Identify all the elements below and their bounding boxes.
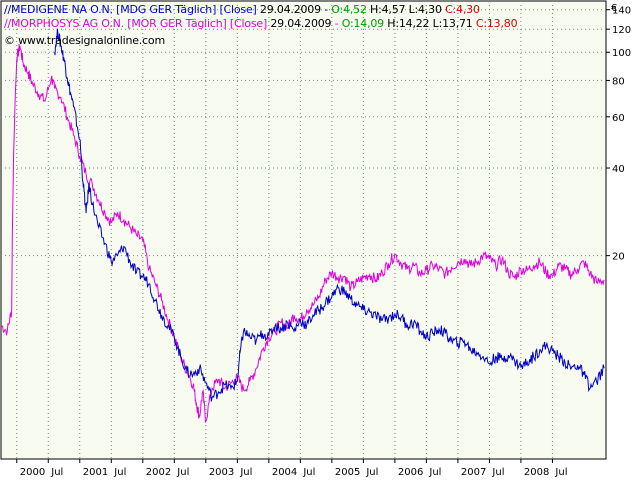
x-tick-label: Jul bbox=[491, 467, 504, 478]
x-tick-label: 2003 bbox=[209, 467, 234, 478]
y-tick-label: 80 bbox=[612, 76, 625, 87]
y-tick-label: 20 bbox=[612, 252, 625, 263]
legend-item-medigene: ∕∕MEDIGENE NA O.N. [MDG GER Täglich] [Cl… bbox=[4, 3, 480, 16]
legend-item-morphosys: ∕∕MORPHOSYS AG O.N. [MOR GER Täglich] [C… bbox=[4, 17, 518, 30]
legend-open: O:14,09 bbox=[341, 17, 384, 30]
legend-close: C:13,80 bbox=[475, 17, 518, 30]
x-axis: 2000 Jul 2001 Jul 2002 Jul 2003 Jul 2004 Jul 2005 J… bbox=[16, 459, 568, 478]
legend-high: H:14,22 bbox=[387, 17, 430, 30]
legend-open: O:4,52 bbox=[331, 3, 367, 16]
series-line-morphosys bbox=[0, 43, 605, 424]
x-tick-label: 2004 bbox=[272, 467, 297, 478]
x-tick-label: 2002 bbox=[146, 467, 171, 478]
y-tick-label: 100 bbox=[612, 48, 631, 59]
legend-date: 29.04.2009 bbox=[259, 3, 321, 16]
legend-date: 29.04.2009 bbox=[270, 17, 332, 30]
line-glyph-icon: ∕∕ bbox=[4, 17, 12, 30]
y-tick-label: 140 bbox=[612, 6, 631, 17]
legend-low: L:13,71 bbox=[432, 17, 473, 30]
x-tick-label: Jul bbox=[554, 467, 567, 478]
x-tick-label: 2001 bbox=[83, 467, 108, 478]
x-tick-label: Jul bbox=[239, 467, 252, 478]
x-tick-label: 2000 bbox=[20, 467, 45, 478]
legend-close: C:4,30 bbox=[445, 3, 480, 16]
series-line-medigene bbox=[54, 28, 605, 402]
legend-low: L:4,30 bbox=[408, 3, 442, 16]
x-tick-label: Jul bbox=[113, 467, 126, 478]
grid-lines bbox=[1, 1, 606, 459]
x-tick-label: 2007 bbox=[461, 467, 486, 478]
x-tick-label: 2008 bbox=[524, 467, 549, 478]
line-glyph-icon: ∕∕ bbox=[4, 3, 12, 16]
x-tick-label: Jul bbox=[176, 467, 189, 478]
y-tick-label: 40 bbox=[612, 164, 625, 175]
y-tick-label: 120 bbox=[612, 25, 631, 36]
x-tick-label: Jul bbox=[365, 467, 378, 478]
x-tick-label: Jul bbox=[50, 467, 63, 478]
x-tick-label: Jul bbox=[302, 467, 315, 478]
y-axis: 20 40 60 80 100 120 140 bbox=[606, 6, 631, 263]
x-tick-label: 2005 bbox=[335, 467, 360, 478]
x-tick-label: 2006 bbox=[398, 467, 423, 478]
series-title: MEDIGENE NA O.N. [MDG GER Täglich] [Clos… bbox=[11, 3, 257, 16]
series-lines bbox=[0, 28, 605, 424]
copyright-text: © www.tradesignalonline.com bbox=[4, 34, 165, 47]
y-tick-label: 60 bbox=[612, 113, 625, 124]
series-title: MORPHOSYS AG O.N. [MOR GER Täglich] [Clo… bbox=[11, 17, 268, 30]
x-tick-label: Jul bbox=[428, 467, 441, 478]
plot-background bbox=[0, 0, 607, 460]
legend-high: H:4,57 bbox=[370, 3, 406, 16]
y-unit-label: € bbox=[611, 3, 617, 14]
